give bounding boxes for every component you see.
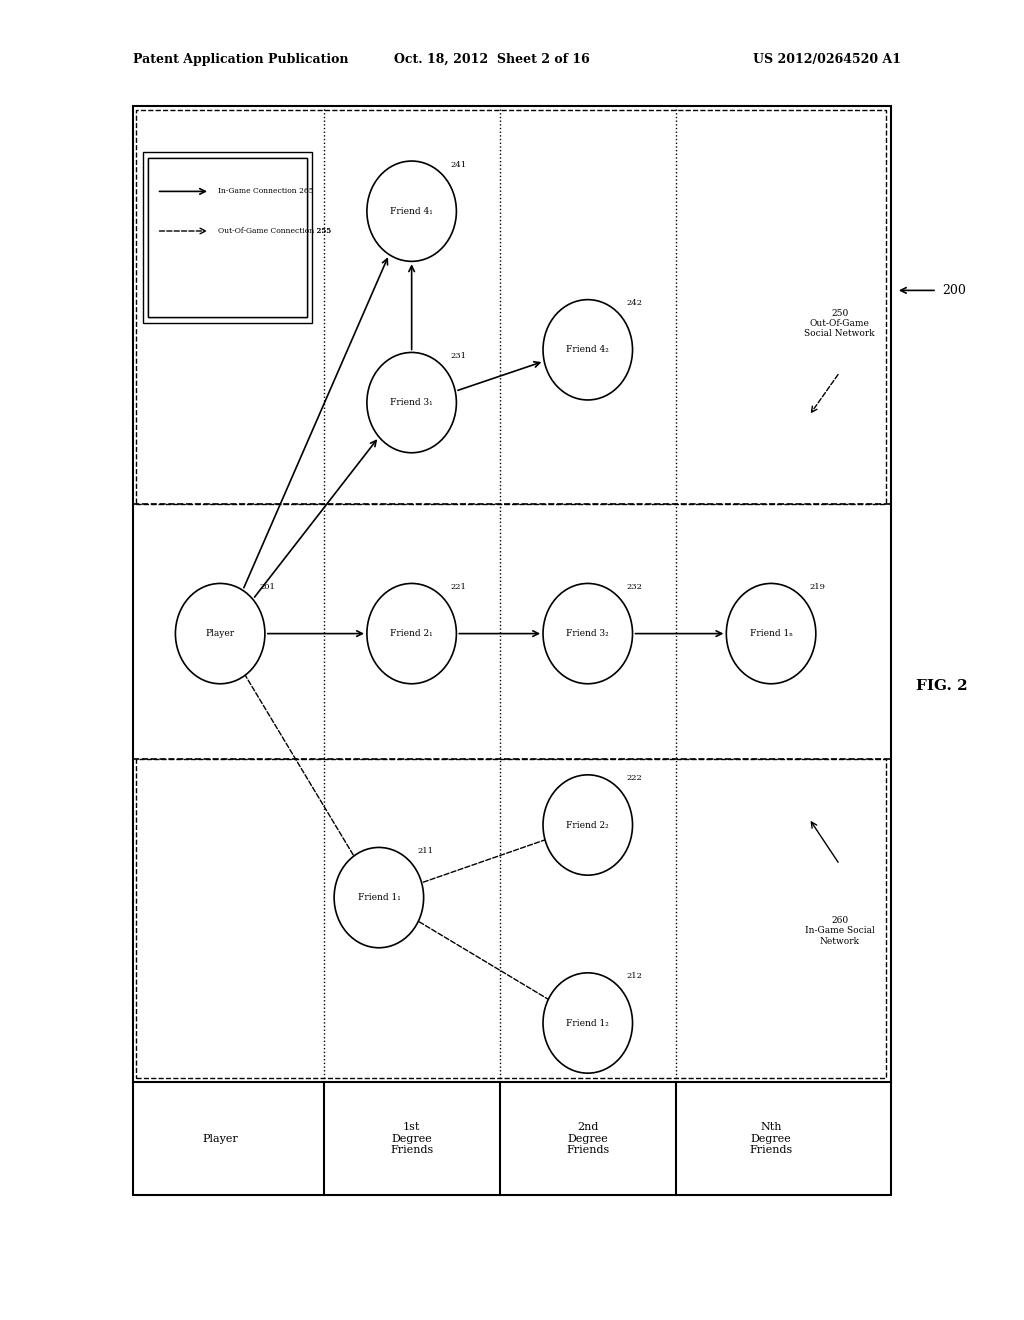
Ellipse shape (543, 583, 633, 684)
Ellipse shape (334, 847, 424, 948)
Text: 260
In-Game Social
Network: 260 In-Game Social Network (805, 916, 874, 945)
Text: 212: 212 (627, 973, 643, 981)
Ellipse shape (367, 583, 457, 684)
Text: Player: Player (206, 630, 234, 638)
Text: FIG. 2: FIG. 2 (916, 680, 968, 693)
Text: Friend 1₁: Friend 1₁ (357, 894, 400, 902)
Text: Friend 2₁: Friend 2₁ (390, 630, 433, 638)
Text: 2nd
Degree
Friends: 2nd Degree Friends (566, 1122, 609, 1155)
Text: 201: 201 (259, 583, 275, 591)
Text: Out-Of-Game Connection 255: Out-Of-Game Connection 255 (218, 227, 331, 235)
Text: Friend 3₁: Friend 3₁ (390, 399, 433, 407)
Ellipse shape (543, 973, 633, 1073)
Text: 231: 231 (451, 352, 467, 360)
Bar (143, 152, 312, 323)
Bar (136, 759, 886, 1078)
Bar (133, 106, 891, 1195)
Text: 222: 222 (627, 775, 642, 783)
Text: 241: 241 (451, 161, 467, 169)
Text: Friend 1ₙ: Friend 1ₙ (750, 630, 793, 638)
Ellipse shape (726, 583, 816, 684)
Text: US 2012/0264520 A1: US 2012/0264520 A1 (753, 53, 901, 66)
Text: 242: 242 (627, 300, 643, 308)
Text: Nth
Degree
Friends: Nth Degree Friends (750, 1122, 793, 1155)
Text: In-Game Connection 265: In-Game Connection 265 (218, 187, 313, 195)
Text: In-Game Connection 265: In-Game Connection 265 (218, 187, 313, 195)
Text: 200: 200 (942, 284, 966, 297)
Ellipse shape (543, 775, 633, 875)
FancyBboxPatch shape (148, 158, 307, 317)
Text: 221: 221 (451, 583, 467, 591)
Text: Out-Of-Game Connection 255: Out-Of-Game Connection 255 (218, 227, 331, 235)
Text: 1st
Degree
Friends: 1st Degree Friends (390, 1122, 433, 1155)
FancyBboxPatch shape (148, 158, 307, 317)
Text: Player: Player (203, 1134, 238, 1143)
Text: Patent Application Publication: Patent Application Publication (133, 53, 348, 66)
Ellipse shape (367, 161, 457, 261)
Ellipse shape (367, 352, 457, 453)
Ellipse shape (175, 583, 265, 684)
Text: Oct. 18, 2012  Sheet 2 of 16: Oct. 18, 2012 Sheet 2 of 16 (393, 53, 590, 66)
Ellipse shape (543, 300, 633, 400)
Text: 250
Out-Of-Game
Social Network: 250 Out-Of-Game Social Network (805, 309, 874, 338)
Text: Friend 4₁: Friend 4₁ (390, 207, 433, 215)
Text: 219: 219 (810, 583, 826, 591)
Text: Friend 4₂: Friend 4₂ (566, 346, 609, 354)
Text: 211: 211 (418, 847, 434, 855)
Bar (136, 110, 886, 504)
Text: Friend 3₂: Friend 3₂ (566, 630, 609, 638)
Text: Friend 1₂: Friend 1₂ (566, 1019, 609, 1027)
Text: 232: 232 (627, 583, 643, 591)
Text: Friend 2₂: Friend 2₂ (566, 821, 609, 829)
